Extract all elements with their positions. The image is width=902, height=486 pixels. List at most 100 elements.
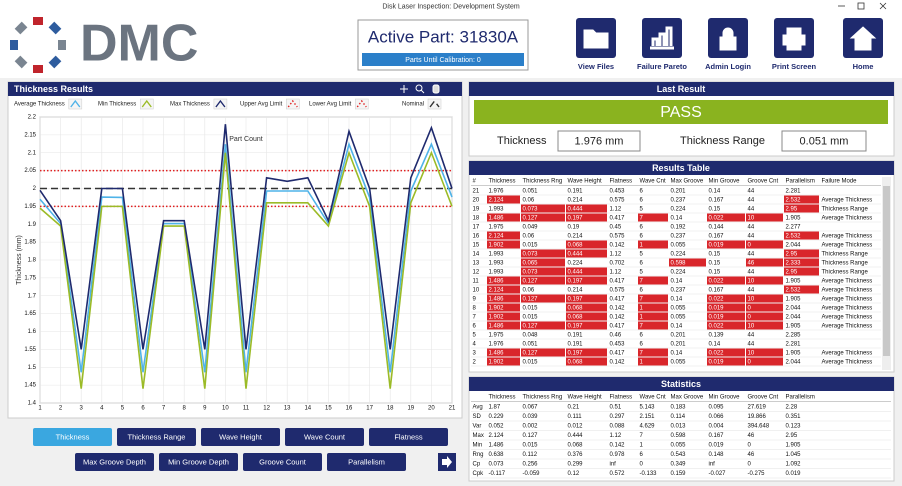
nav-button[interactable]: Admin Login	[705, 18, 751, 71]
table-cell: 0.142	[610, 305, 626, 311]
table-cell: 0.019	[709, 305, 725, 311]
metric-button[interactable]	[243, 453, 322, 471]
logo-mark	[10, 17, 66, 73]
metric-button-label: Parallelism	[348, 457, 385, 466]
legend-icon	[429, 99, 440, 108]
flagged-cell	[638, 321, 668, 330]
flagged-cell	[638, 348, 668, 357]
table-cell: 4.629	[640, 424, 656, 430]
table-cell: 5.143	[640, 405, 656, 411]
table-cell: 2.532	[786, 233, 802, 239]
table-cell: 0.201	[671, 341, 687, 347]
nav-button[interactable]: Print Screen	[772, 18, 817, 71]
flagged-cell	[487, 303, 520, 312]
metric-button[interactable]	[75, 453, 154, 471]
chart-tools[interactable]	[400, 84, 440, 94]
table-cell: 0.019	[709, 443, 725, 449]
table-cell: 6	[640, 224, 644, 230]
table-cell: 0.06	[523, 197, 535, 203]
scroll-thumb[interactable]	[883, 186, 890, 356]
flagged-cell	[487, 357, 520, 366]
table-cell: 0.055	[671, 443, 687, 449]
legend-label: Max Thickness	[170, 102, 210, 108]
table-cell: inf	[709, 462, 716, 468]
table-cell: 1.902	[489, 359, 505, 365]
metric-button[interactable]	[33, 428, 112, 446]
metric-button-label: Wave Height	[219, 432, 263, 441]
column-header: Wave Cnt	[640, 179, 666, 185]
x-tick-label: 15	[325, 406, 332, 412]
nav-button[interactable]: Home	[843, 18, 883, 71]
table-cell: 0.055	[671, 305, 687, 311]
table-cell: 0.159	[671, 471, 687, 477]
table-cell: 44	[748, 233, 755, 239]
table-cell: 0.012	[568, 424, 584, 430]
x-tick-label: 19	[407, 406, 414, 412]
table-cell: 7	[640, 215, 644, 221]
table-cell: 1.902	[489, 242, 505, 248]
table-cell: 0.051	[523, 341, 539, 347]
table-cell: 0.214	[568, 233, 584, 239]
table-cell: 44	[748, 188, 755, 194]
table-cell: 1	[640, 443, 644, 449]
table-cell: 1.87	[489, 405, 501, 411]
table-cell: 1	[640, 305, 644, 311]
column-header: Thickness Rng	[523, 179, 563, 185]
table-cell: 10	[748, 278, 755, 284]
table-cell: 0.148	[709, 452, 725, 458]
table-cell: 1.976	[489, 188, 505, 194]
metric-button-label: Wave Count	[304, 432, 346, 441]
table-cell: 0	[748, 443, 752, 449]
x-tick-label: 8	[183, 406, 187, 412]
metric-button[interactable]	[201, 428, 280, 446]
table-cell: Average Thickness	[822, 197, 873, 203]
table-cell: 2.044	[786, 242, 802, 248]
table-cell: 0	[748, 305, 752, 311]
table-cell: 0.192	[671, 224, 687, 230]
table-cell: Cpk	[473, 471, 485, 477]
table-cell: 1.12	[610, 251, 622, 257]
flagged-cell	[638, 294, 668, 303]
table-cell: Cp	[473, 462, 481, 468]
nav-label: Failure Pareto	[637, 62, 687, 71]
table-cell: 7	[640, 296, 644, 302]
metric-button[interactable]	[369, 428, 448, 446]
column-header: Max Groove	[671, 395, 704, 401]
table-cell: 0.191	[568, 188, 584, 194]
window-controls[interactable]	[838, 2, 887, 10]
flagged-cell	[707, 240, 745, 249]
table-cell: 0.299	[568, 462, 584, 468]
table-cell: 0.214	[568, 287, 584, 293]
table-cell: 21	[473, 188, 480, 194]
table-cell: 7	[640, 278, 644, 284]
table-cell: 44	[748, 332, 755, 338]
table-cell: 0.197	[568, 278, 584, 284]
table-cell: 6	[640, 188, 644, 194]
table-cell: 0	[748, 359, 752, 365]
table-cell: 0	[748, 462, 752, 468]
y-tick-label: 1.45	[24, 383, 36, 389]
table-cell: 2.285	[786, 332, 802, 338]
table-cell: 44	[748, 206, 755, 212]
metric-button[interactable]	[285, 428, 364, 446]
table-cell: 19	[473, 206, 480, 212]
metric-button[interactable]	[117, 428, 196, 446]
table-cell: 2.124	[489, 433, 505, 439]
nav-button[interactable]: Failure Pareto	[637, 18, 687, 71]
table-cell: Average Thickness	[822, 287, 873, 293]
flagged-cell	[746, 240, 783, 249]
table-cell: Avg	[473, 405, 483, 411]
flagged-cell	[487, 195, 520, 204]
y-tick-label: 2	[33, 186, 37, 192]
table-cell: 0.127	[523, 350, 539, 356]
nav-button[interactable]: View Files	[576, 18, 616, 71]
table-cell: 0.224	[671, 206, 687, 212]
metric-button[interactable]	[327, 453, 406, 471]
table-cell: -0.027	[709, 471, 727, 477]
series-line	[39, 124, 453, 350]
x-tick-label: 17	[366, 406, 373, 412]
flagged-cell	[487, 240, 520, 249]
column-header: Wave Height	[568, 179, 602, 185]
metric-button[interactable]	[159, 453, 238, 471]
table-cell: 44	[748, 224, 755, 230]
